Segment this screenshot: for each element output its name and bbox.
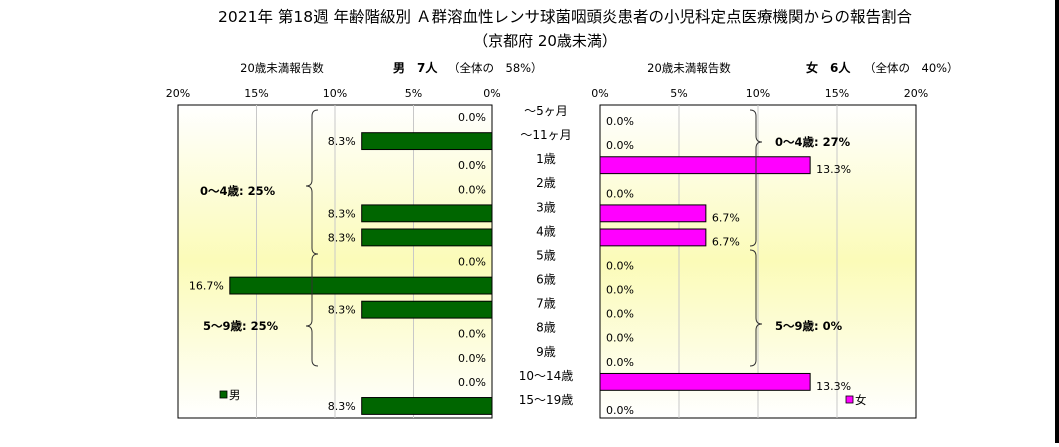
- female-data-label: 0.0%: [606, 308, 634, 321]
- male-data-label: 0.0%: [458, 256, 486, 269]
- category-label: 5歳: [536, 248, 556, 262]
- female-data-label: 0.0%: [606, 284, 634, 297]
- female-data-label: 0.0%: [606, 139, 634, 152]
- male-group-label-5-9: 5～9歳: 25%: [203, 319, 279, 333]
- female-data-label: 0.0%: [606, 404, 634, 417]
- female-brace-5-9: [749, 249, 763, 367]
- male-brace-5-9: [305, 253, 319, 367]
- male-group-label-0-4: 0～4歳: 25%: [200, 184, 276, 198]
- male-data-label: 8.3%: [328, 400, 356, 413]
- female-tick-label: 10%: [746, 87, 770, 100]
- category-label: 4歳: [536, 224, 556, 238]
- female-tick-label: 0%: [591, 87, 608, 100]
- male-axis-caption: 20歳未満報告数: [240, 61, 324, 75]
- female-data-label: 0.0%: [606, 356, 634, 369]
- category-label: ～5ヶ月: [524, 104, 568, 118]
- category-label: 2歳: [536, 176, 556, 190]
- male-data-label: 8.3%: [328, 231, 356, 244]
- male-share: （全体の 58%）: [448, 61, 543, 75]
- male-bar: [361, 132, 493, 151]
- female-data-label: 13.3%: [816, 163, 851, 176]
- female-bar: [599, 204, 707, 223]
- female-count: 女 6人: [806, 60, 851, 75]
- male-bar: [361, 300, 493, 319]
- male-data-label: 8.3%: [328, 135, 356, 148]
- chart-subtitle: （京都府 20歳未満）: [473, 32, 617, 50]
- male-data-label: 0.0%: [458, 352, 486, 365]
- category-label: 3歳: [536, 200, 556, 214]
- category-label: 7歳: [536, 297, 556, 311]
- female-tick-label: 20%: [904, 87, 928, 100]
- category-label: 8歳: [536, 321, 556, 335]
- female-data-label: 6.7%: [712, 235, 740, 248]
- male-count: 男 7人: [393, 60, 438, 75]
- male-legend-swatch: [219, 390, 228, 399]
- male-data-label: 0.0%: [458, 159, 486, 172]
- female-group-label-0-4: 0～4歳: 27%: [775, 135, 851, 149]
- category-label: 10～14歳: [519, 369, 574, 383]
- chart-title: 2021年 第18週 年齢階級別 Ａ群溶血性レンサ球菌咽頭炎患者の小児科定点医療…: [218, 8, 912, 26]
- male-tick-label: 0%: [483, 87, 500, 100]
- female-legend-swatch: [845, 395, 854, 404]
- male-tick-label: 20%: [166, 87, 190, 100]
- category-label: 6歳: [536, 273, 556, 287]
- female-bar: [599, 228, 707, 247]
- category-label: 9歳: [536, 345, 556, 359]
- female-data-label: 0.0%: [606, 115, 634, 128]
- male-bar: [361, 228, 493, 247]
- category-label: ～11ヶ月: [520, 128, 571, 142]
- male-tick-label: 15%: [244, 87, 268, 100]
- window-frame-edge: [1055, 0, 1059, 443]
- male-bar: [361, 204, 493, 223]
- female-data-label: 0.0%: [606, 187, 634, 200]
- female-tick-label: 5%: [670, 87, 687, 100]
- male-bar: [229, 276, 493, 295]
- female-axis-caption: 20歳未満報告数: [647, 61, 731, 75]
- male-tick-label: 10%: [323, 87, 347, 100]
- male-data-label: 0.0%: [458, 183, 486, 196]
- male-data-label: 16.7%: [189, 280, 224, 293]
- male-data-label: 0.0%: [458, 111, 486, 124]
- female-data-label: 13.3%: [816, 380, 851, 393]
- male-data-label: 0.0%: [458, 376, 486, 389]
- female-bar: [599, 156, 811, 175]
- category-label: 15～19歳: [519, 393, 574, 407]
- male-data-label: 8.3%: [328, 304, 356, 317]
- male-legend-label: 男: [229, 388, 241, 402]
- female-data-label: 0.0%: [606, 260, 634, 273]
- female-group-label-5-9: 5～9歳: 0%: [775, 319, 843, 333]
- female-brace-0-4: [749, 109, 763, 247]
- female-legend-label: 女: [855, 393, 867, 407]
- female-tick-label: 15%: [825, 87, 849, 100]
- male-data-label: 0.0%: [458, 328, 486, 341]
- category-label: 1歳: [536, 152, 556, 166]
- male-data-label: 8.3%: [328, 207, 356, 220]
- female-data-label: 6.7%: [712, 211, 740, 224]
- male-bar: [361, 397, 493, 415]
- female-bar: [599, 372, 811, 391]
- female-data-label: 0.0%: [606, 332, 634, 345]
- male-tick-label: 5%: [405, 87, 422, 100]
- female-share: （全体の 40%）: [864, 61, 959, 75]
- male-brace-0-4: [305, 109, 319, 255]
